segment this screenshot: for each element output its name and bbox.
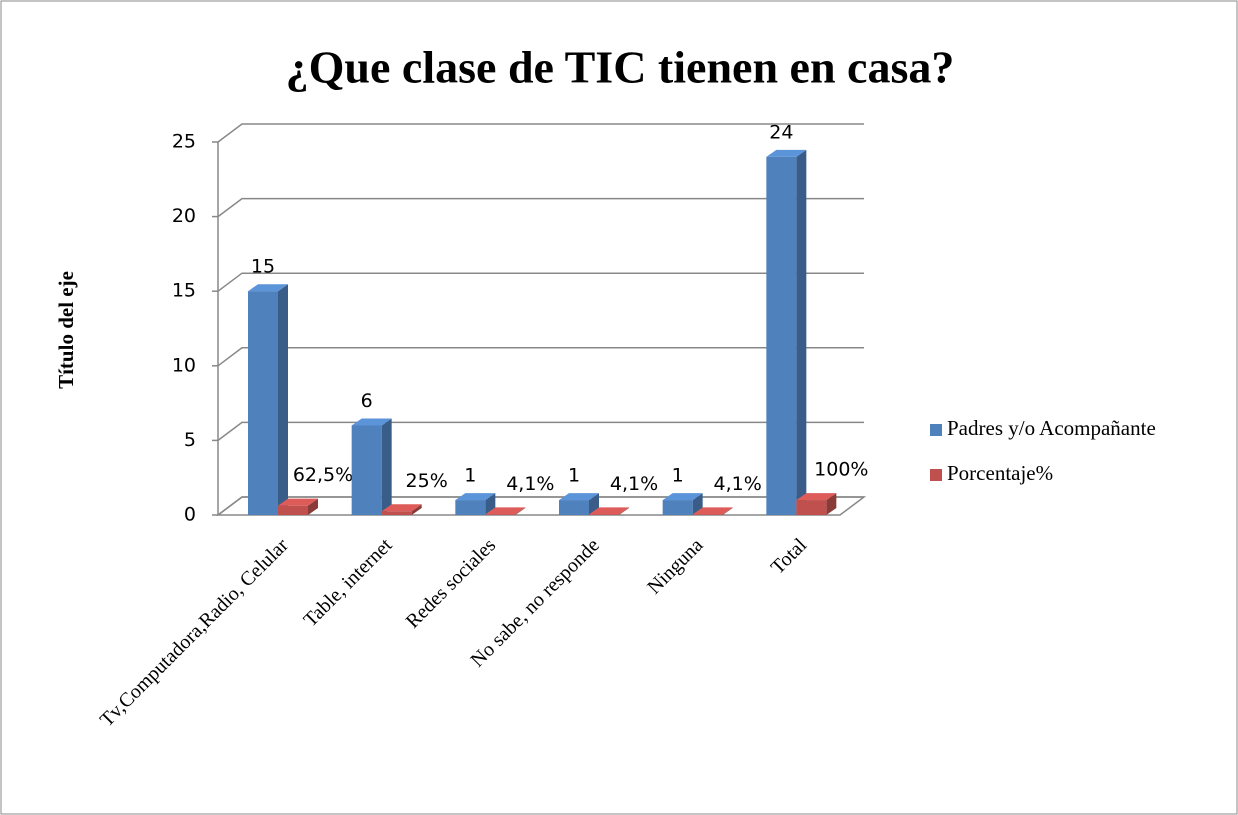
bar-top [796, 493, 837, 501]
data-label: 4,1% [714, 473, 762, 495]
bar-top [589, 507, 629, 515]
bar [589, 507, 629, 515]
bar-top [351, 418, 392, 426]
bar-front [662, 500, 693, 515]
legend-swatch [930, 424, 942, 436]
data-label: 6 [361, 390, 373, 412]
data-label: 1 [464, 465, 476, 487]
bar [766, 149, 807, 516]
bar-top [766, 149, 807, 157]
data-label: 4,1% [610, 473, 658, 495]
grid-line [217, 197, 864, 218]
y-tick-label: 5 [184, 429, 196, 451]
bar [485, 507, 526, 515]
data-label: 4,1% [506, 473, 554, 495]
bar [278, 498, 318, 515]
bar-side [796, 149, 807, 516]
bar-side [381, 418, 392, 515]
y-axis-title: Título del eje [54, 271, 78, 389]
bar-front [485, 514, 516, 515]
data-label: 100% [814, 459, 868, 481]
bar-side [308, 498, 318, 515]
bar-top [381, 504, 422, 512]
bar-side [619, 507, 629, 515]
data-label: 62,5% [293, 464, 353, 486]
bar-front [248, 291, 278, 515]
bar-top [692, 507, 733, 515]
grid-line [217, 421, 864, 441]
bar [381, 504, 422, 515]
bar [662, 493, 703, 515]
data-label: 1 [568, 465, 580, 487]
bar [796, 493, 837, 515]
bar-front [559, 500, 589, 515]
y-tick-label: 10 [172, 354, 196, 376]
bar-front [692, 514, 723, 515]
y-tick-label: 20 [172, 205, 196, 227]
chart-title: ¿Que clase de TIC tienen en casa? [286, 42, 955, 93]
data-label: 15 [251, 256, 275, 278]
data-label: 25% [406, 470, 448, 492]
bar-front [351, 425, 382, 515]
legend-swatch [930, 469, 942, 481]
bar-top [455, 493, 496, 501]
bar-front [589, 514, 619, 515]
bar-front [278, 505, 308, 515]
bar-side [411, 504, 422, 515]
bar-top [559, 493, 599, 501]
bar-side [826, 493, 837, 515]
bar [692, 507, 733, 515]
grid-line [217, 272, 864, 292]
bar-top [485, 507, 526, 515]
bar [351, 418, 392, 515]
bar-front [766, 156, 797, 516]
bar-top [248, 284, 288, 292]
legend-label: Porcentaje% [947, 461, 1053, 485]
bar [248, 284, 288, 515]
grid-line [217, 123, 864, 143]
data-label: 1 [672, 465, 684, 487]
y-tick-label: 0 [184, 504, 196, 526]
bar-front [381, 511, 412, 515]
bar [455, 493, 496, 515]
grid-line [217, 347, 864, 367]
bar-top [278, 498, 318, 506]
bar-top [662, 493, 703, 501]
bar-front [455, 500, 486, 515]
grid-line [217, 496, 864, 516]
bar-side [515, 507, 526, 515]
bar-side [722, 507, 733, 515]
y-tick-label: 25 [172, 131, 196, 153]
bar-side [278, 284, 288, 515]
bar-front [796, 500, 827, 515]
legend-label: Padres y/o Acompañante [947, 416, 1156, 440]
data-label: 24 [769, 121, 793, 143]
y-tick-label: 15 [172, 280, 196, 302]
